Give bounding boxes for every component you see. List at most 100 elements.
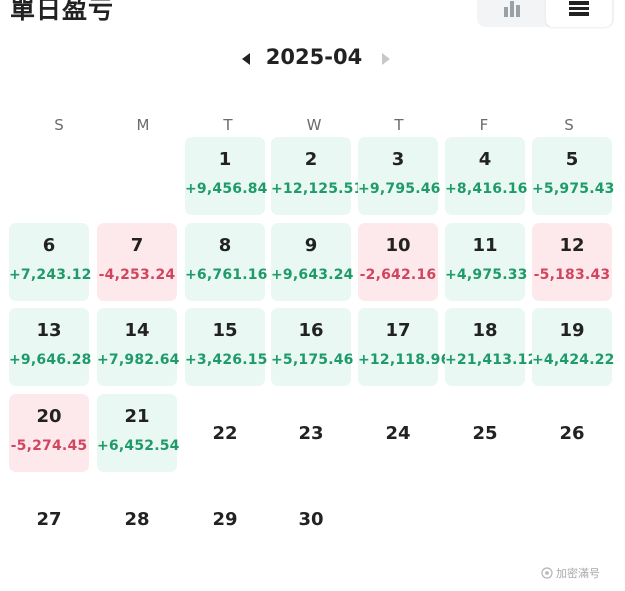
- day-cell[interactable]: 30: [271, 480, 351, 558]
- day-cell[interactable]: 16 +5,175.46: [271, 308, 354, 386]
- day-cell[interactable]: 10 -2,642.16: [358, 223, 438, 301]
- day-cell[interactable]: 24: [358, 394, 438, 472]
- day-pnl: +9,643.24: [271, 267, 354, 283]
- day-number: 2: [304, 149, 318, 170]
- day-cell[interactable]: 13 +9,646.28: [9, 308, 92, 386]
- weekday-thu: T: [394, 116, 404, 134]
- day-number: 15: [212, 320, 238, 341]
- day-pnl: +6,452.54: [97, 438, 180, 454]
- watermark-logo-icon: [541, 567, 553, 579]
- day-cell[interactable]: 8 +6,761.16: [185, 223, 268, 301]
- day-number: 12: [559, 235, 585, 256]
- day-number: 24: [385, 423, 411, 444]
- day-number: 1: [218, 149, 232, 170]
- day-pnl: +5,975.43: [532, 181, 615, 197]
- day-number: 13: [36, 320, 62, 341]
- day-pnl: -4,253.24: [98, 267, 176, 283]
- day-number: 21: [124, 406, 150, 427]
- weekday-wed: W: [306, 116, 322, 134]
- view-toggle: [477, 0, 614, 27]
- day-number: 11: [472, 235, 498, 256]
- weekday-fri: F: [479, 116, 489, 134]
- day-pnl: +4,975.33: [445, 267, 528, 283]
- day-number: 6: [42, 235, 56, 256]
- day-cell[interactable]: 21 +6,452.54: [97, 394, 180, 472]
- day-cell[interactable]: 7 -4,253.24: [97, 223, 177, 301]
- day-cell[interactable]: 14 +7,982.64: [97, 308, 180, 386]
- triangle-right-icon: [382, 53, 390, 65]
- day-number: 20: [36, 406, 62, 427]
- day-number: 10: [385, 235, 411, 256]
- weekday-tue: T: [223, 116, 233, 134]
- day-pnl: +7,243.12: [9, 267, 92, 283]
- day-cell[interactable]: 19 +4,424.22: [532, 308, 615, 386]
- watermark: 加密滿号: [541, 565, 600, 581]
- day-number: 18: [472, 320, 498, 341]
- day-number: 22: [212, 423, 238, 444]
- day-cell[interactable]: 17 +12,118.96: [358, 308, 451, 386]
- day-cell[interactable]: 1 +9,456.84: [185, 137, 268, 215]
- day-pnl: +9,646.28: [9, 352, 92, 368]
- day-number: 14: [124, 320, 150, 341]
- day-number: 16: [298, 320, 324, 341]
- watermark-text: 加密滿号: [556, 567, 600, 580]
- day-cell[interactable]: 25: [445, 394, 525, 472]
- current-month: 2025-04: [265, 45, 363, 69]
- day-pnl: +9,456.84: [185, 181, 268, 197]
- day-number: 9: [304, 235, 318, 256]
- day-cell[interactable]: 5 +5,975.43: [532, 137, 615, 215]
- day-cell[interactable]: 28: [97, 480, 177, 558]
- day-number: 5: [565, 149, 579, 170]
- day-pnl: +6,761.16: [185, 267, 268, 283]
- month-navigation: 2025-04: [0, 45, 625, 75]
- day-cell[interactable]: 22: [185, 394, 265, 472]
- day-number: 27: [36, 509, 62, 530]
- day-pnl: +9,795.46: [358, 181, 441, 197]
- triangle-left-icon: [242, 53, 250, 65]
- list-icon: [569, 1, 589, 16]
- day-cell[interactable]: 12 -5,183.43: [532, 223, 612, 301]
- day-number: 17: [385, 320, 411, 341]
- day-cell[interactable]: 2 +12,125.51: [271, 137, 364, 215]
- day-cell[interactable]: 15 +3,426.15: [185, 308, 268, 386]
- day-cell[interactable]: 29: [185, 480, 265, 558]
- day-cell[interactable]: 6 +7,243.12: [9, 223, 92, 301]
- day-pnl: -2,642.16: [359, 267, 437, 283]
- day-cell[interactable]: 27: [9, 480, 89, 558]
- chart-view-button[interactable]: [479, 0, 545, 27]
- day-number: 23: [298, 423, 324, 444]
- day-cell[interactable]: 23: [271, 394, 351, 472]
- day-cell[interactable]: 20 -5,274.45: [9, 394, 89, 472]
- day-cell[interactable]: 4 +8,416.16: [445, 137, 528, 215]
- day-number: 28: [124, 509, 150, 530]
- day-cell[interactable]: 3 +9,795.46: [358, 137, 441, 215]
- weekday-header: S M T W T F S: [0, 116, 625, 136]
- day-cell[interactable]: 26: [532, 394, 612, 472]
- weekday-sat: S: [564, 116, 574, 134]
- day-cell[interactable]: 9 +9,643.24: [271, 223, 354, 301]
- day-cell[interactable]: 11 +4,975.33: [445, 223, 528, 301]
- day-pnl: +12,125.51: [271, 181, 364, 197]
- day-pnl: +3,426.15: [185, 352, 268, 368]
- day-number: 19: [559, 320, 585, 341]
- day-number: 25: [472, 423, 498, 444]
- day-pnl: +12,118.96: [358, 352, 451, 368]
- bar-chart-icon: [504, 1, 520, 17]
- day-number: 8: [218, 235, 232, 256]
- day-number: 4: [478, 149, 492, 170]
- day-pnl: +5,175.46: [271, 352, 354, 368]
- day-number: 29: [212, 509, 238, 530]
- day-pnl: +4,424.22: [532, 352, 615, 368]
- weekday-mon: M: [136, 116, 150, 134]
- day-cell[interactable]: 18 +21,413.12: [445, 308, 537, 386]
- day-number: 3: [391, 149, 405, 170]
- day-number: 30: [298, 509, 324, 530]
- list-view-button[interactable]: [546, 0, 612, 27]
- day-number: 26: [559, 423, 585, 444]
- day-pnl: +8,416.16: [445, 181, 528, 197]
- next-month-button[interactable]: [376, 49, 396, 69]
- page-title: 單日盈亏: [10, 0, 115, 24]
- day-pnl: +7,982.64: [97, 352, 180, 368]
- prev-month-button[interactable]: [236, 49, 256, 69]
